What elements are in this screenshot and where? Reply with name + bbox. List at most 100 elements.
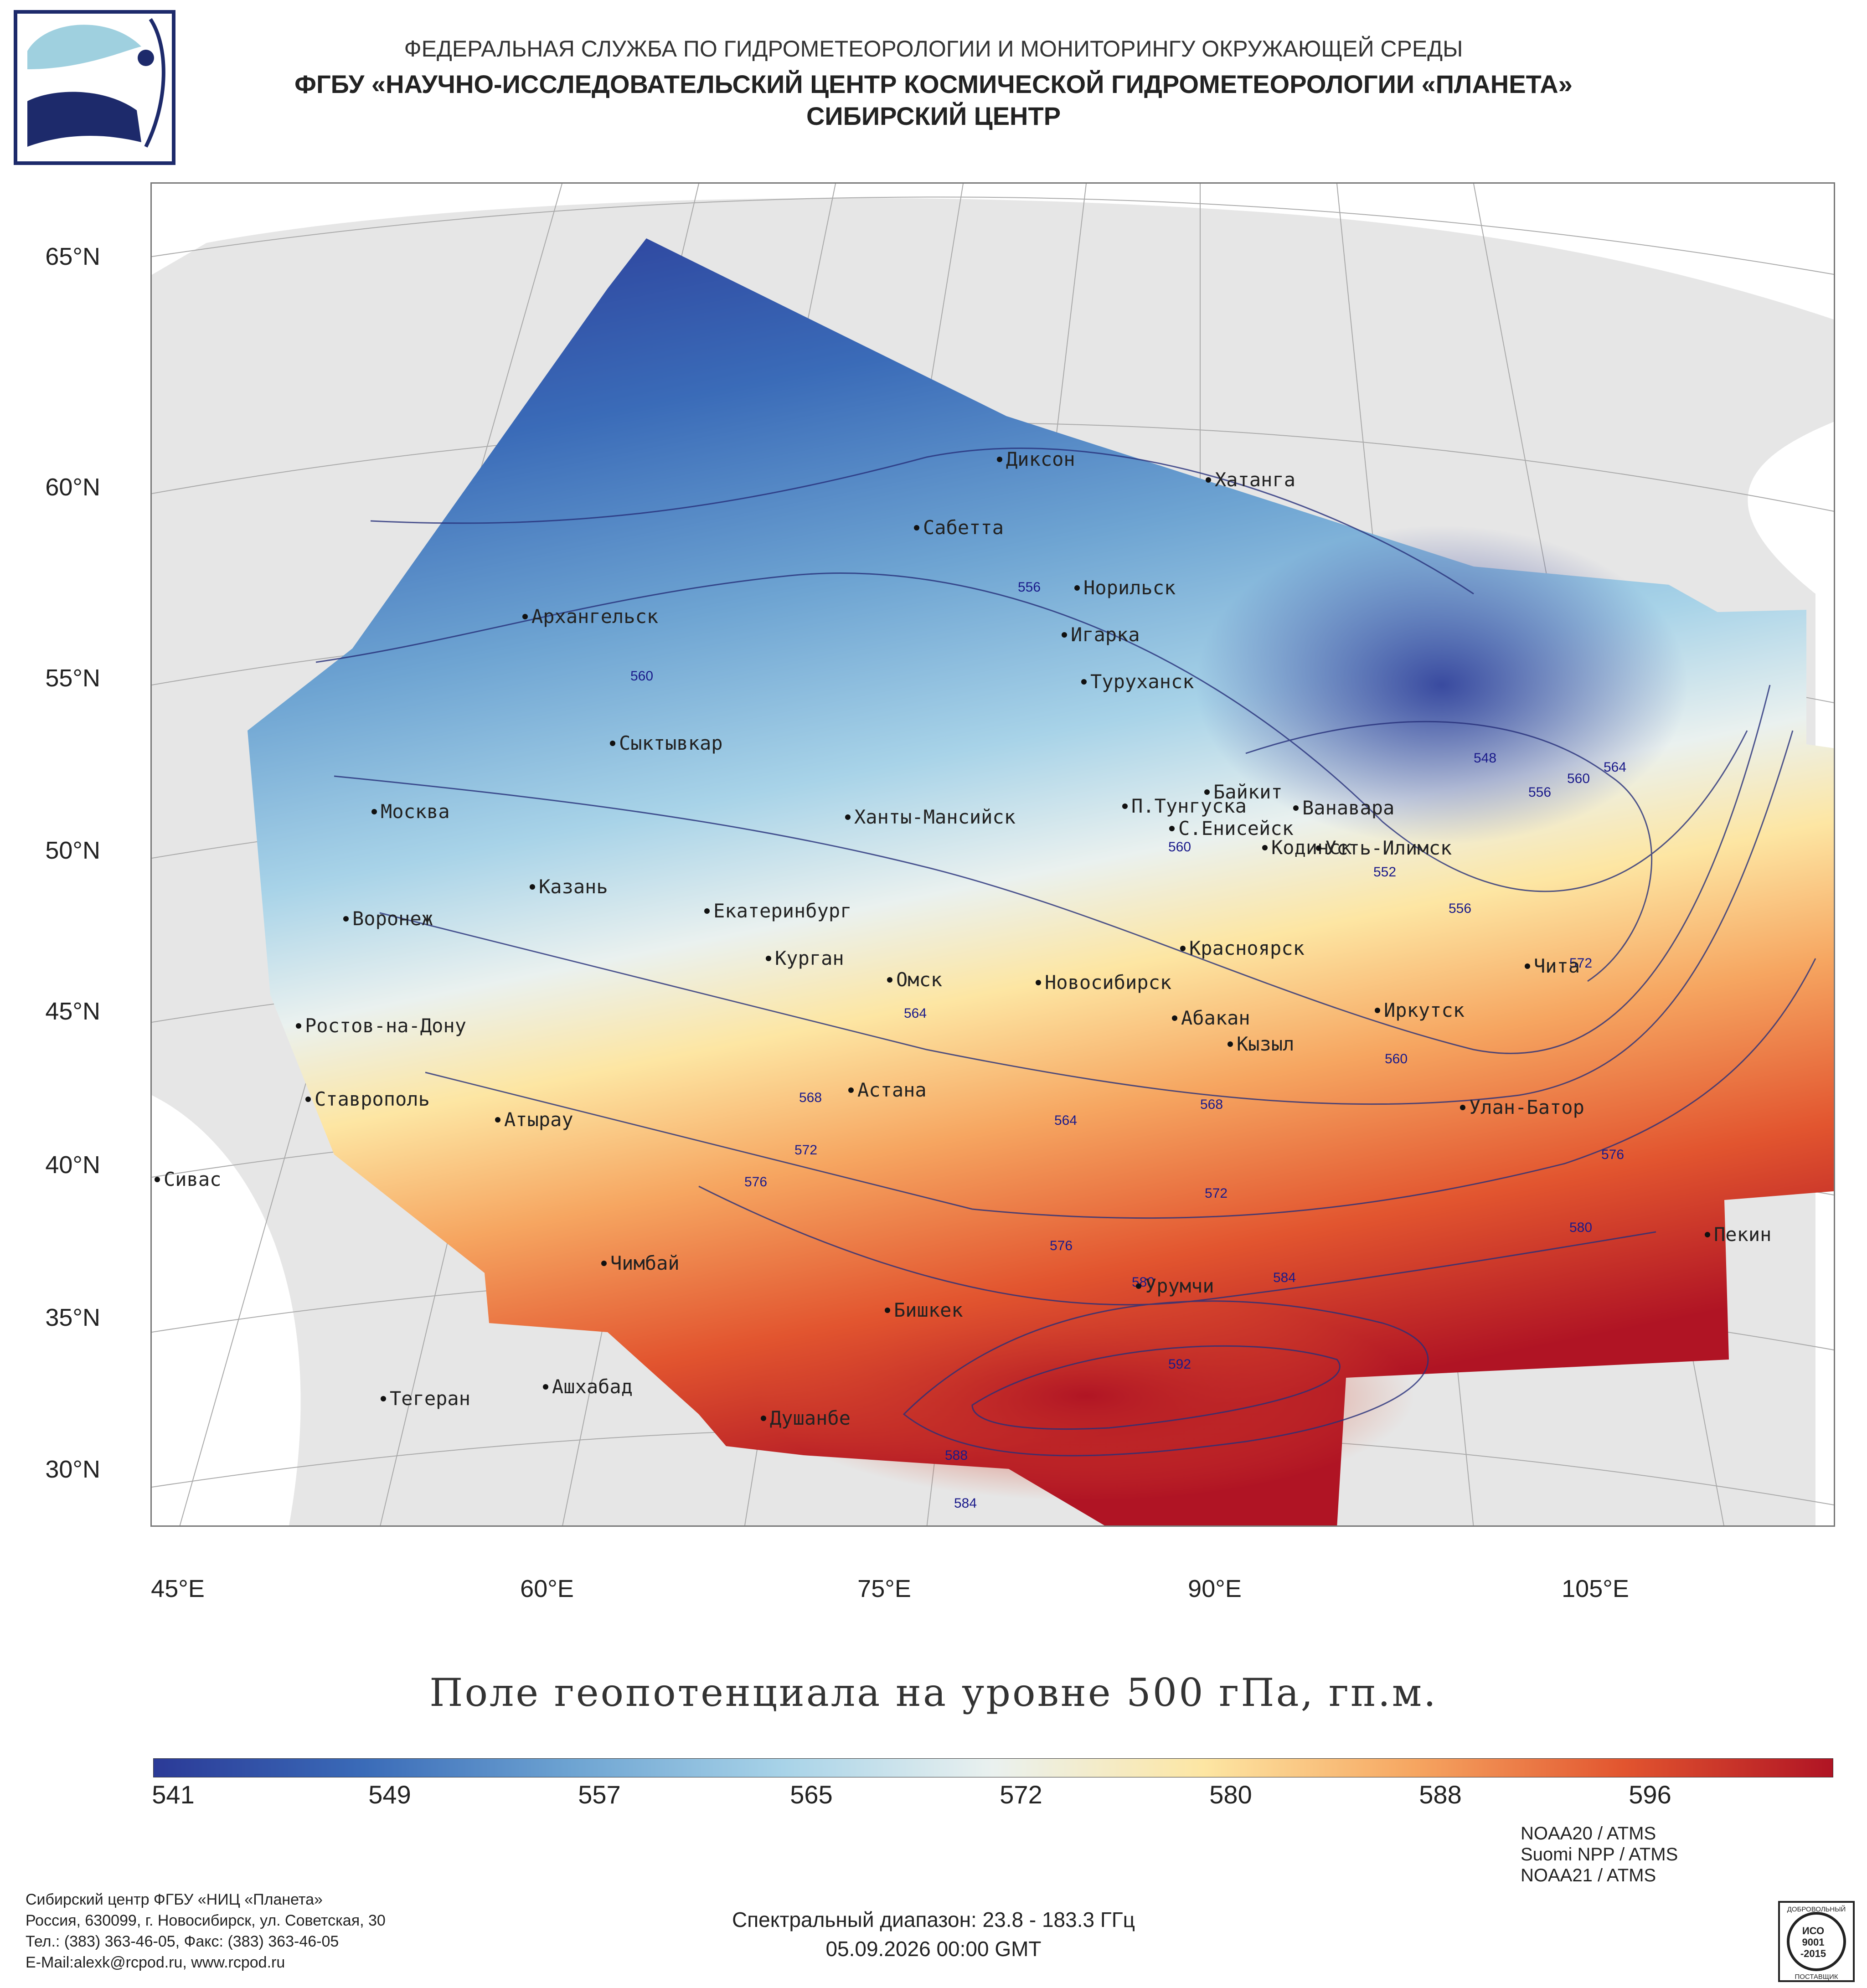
city-label: Норильск xyxy=(1083,577,1176,599)
city-label: Байкит xyxy=(1213,781,1283,803)
city-label: Ростов-на-Дону xyxy=(305,1015,466,1037)
city-marker xyxy=(1169,826,1175,831)
city-label: Игарка xyxy=(1071,623,1140,646)
header-center: СИБИРСКИЙ ЦЕНТР xyxy=(806,102,1061,130)
city-marker xyxy=(522,614,528,619)
city-label: Омск xyxy=(896,968,942,991)
lat-label-30: 30°N xyxy=(45,1456,100,1483)
city-markers: Диксон Хатанга Сабетта Норильск Игарка Туруха… xyxy=(155,448,1771,1429)
city-marker xyxy=(1122,803,1128,809)
colorbar-tick-580: 580 xyxy=(1209,1780,1252,1809)
city-label: Урумчи xyxy=(1145,1275,1214,1297)
city-marker xyxy=(1036,980,1041,985)
cert-num: 9001 xyxy=(1802,1936,1825,1948)
contact-phone: Тел.: (383) 363-46-05, Факс: (383) 363-4… xyxy=(26,1933,339,1950)
city-label: Туруханск xyxy=(1090,670,1194,693)
city-label: Диксон xyxy=(1006,448,1075,470)
colorbar-tick-541: 541 xyxy=(152,1780,195,1809)
city-label: Атырау xyxy=(504,1108,573,1131)
contour-label: 584 xyxy=(1273,1270,1296,1285)
city-marker xyxy=(495,1117,500,1123)
lat-label-50: 50°N xyxy=(45,837,100,864)
lat-label-35: 35°N xyxy=(45,1304,100,1331)
city-label: Екатеринбург xyxy=(713,900,851,922)
contour-label: 588 xyxy=(945,1448,968,1463)
city-marker xyxy=(1204,789,1210,795)
city-label: Пекин xyxy=(1714,1223,1771,1246)
hot-core xyxy=(758,1291,1414,1501)
city-label: Улан-Батор xyxy=(1469,1096,1584,1118)
lon-label-45: 45°E xyxy=(151,1575,205,1602)
city-marker xyxy=(761,1416,766,1421)
colorbar-tick-549: 549 xyxy=(368,1780,411,1809)
city-label: Воронеж xyxy=(352,907,433,930)
contour-label: 564 xyxy=(1604,760,1626,775)
city-label: Сыктывкар xyxy=(619,732,723,754)
city-marker xyxy=(1316,845,1321,851)
city-label: Кодинск xyxy=(1271,836,1352,859)
contour-label: 592 xyxy=(1168,1357,1191,1372)
colorbar-tick-596: 596 xyxy=(1629,1780,1671,1809)
isolines xyxy=(315,448,1816,1457)
contour-label: 572 xyxy=(1569,956,1592,971)
city-label: Чита xyxy=(1534,955,1580,977)
city-label: Бишкек xyxy=(894,1299,963,1321)
contour-label: 560 xyxy=(1168,839,1191,855)
colorbar-tick-557: 557 xyxy=(578,1780,621,1809)
lon-label-75: 75°E xyxy=(857,1575,911,1602)
contour-label: 556 xyxy=(1018,580,1041,595)
contour-label: 560 xyxy=(630,669,653,684)
contour-label: 556 xyxy=(1449,901,1471,916)
contact-org: Сибирский центр ФГБУ «НИЦ «Планета» xyxy=(26,1891,323,1908)
map-frame: 556 560 548 556 560 564 560 552 556 564 560 572 564 5… xyxy=(150,182,1835,1527)
contour-label: 560 xyxy=(1567,771,1590,786)
city-marker xyxy=(601,1261,607,1266)
spectral-range: Спектральный диапазон: 23.8 - 183.3 ГГц xyxy=(732,1908,1135,1931)
city-marker xyxy=(610,741,615,746)
city-label: Новосибирск xyxy=(1045,971,1171,994)
satellite-item: Suomi NPP / ATMS xyxy=(1521,1844,1678,1864)
city-marker xyxy=(155,1177,160,1182)
city-label: П.Тунгуска xyxy=(1131,795,1247,817)
contour-label: 576 xyxy=(744,1174,767,1190)
contour-label: 548 xyxy=(1474,751,1496,766)
city-marker xyxy=(381,1396,386,1401)
colorbar-tick-572: 572 xyxy=(1000,1780,1042,1809)
city-label: Казань xyxy=(539,876,608,898)
map-title: Поле геопотенциала на уровне 500 гПа, гп… xyxy=(429,1670,1438,1715)
city-label: Астана xyxy=(857,1079,927,1101)
city-marker xyxy=(1293,805,1299,811)
city-marker xyxy=(914,525,919,530)
city-marker xyxy=(1206,477,1211,483)
city-label: Ванавара xyxy=(1302,797,1394,819)
city-marker xyxy=(1180,946,1186,951)
city-marker xyxy=(530,884,535,890)
city-marker xyxy=(1081,679,1087,685)
arctic-ocean xyxy=(152,184,1834,319)
city-label: Москва xyxy=(381,800,450,823)
header-institute: ФГБУ «НАУЧНО-ИССЛЕДОВАТЕЛЬСКИЙ ЦЕНТР КОС… xyxy=(294,70,1573,98)
colorbar xyxy=(153,1758,1833,1777)
city-label: Ашхабад xyxy=(552,1375,633,1398)
city-label: Курган xyxy=(775,947,844,969)
cold-core xyxy=(1196,525,1688,845)
city-marker xyxy=(371,809,377,814)
city-label: Сивас xyxy=(164,1168,221,1190)
contour-label: 576 xyxy=(1601,1147,1624,1162)
city-marker xyxy=(1172,1015,1177,1021)
city-marker xyxy=(704,908,710,914)
spectral-info: Спектральный диапазон: 23.8 - 183.3 ГГц … xyxy=(0,1905,1867,1963)
city-label: Иркутск xyxy=(1384,999,1465,1021)
city-marker xyxy=(296,1023,301,1029)
satellite-item: NOAA21 / ATMS xyxy=(1521,1865,1656,1885)
city-marker xyxy=(305,1097,311,1102)
city-marker xyxy=(1136,1283,1141,1289)
city-label: Абакан xyxy=(1181,1007,1250,1029)
city-marker xyxy=(1062,632,1067,638)
satellite-list: NOAA20 / ATMS Suomi NPP / ATMS NOAA21 / … xyxy=(1521,1823,1678,1886)
city-marker xyxy=(845,814,851,820)
contour-label: 584 xyxy=(954,1496,977,1511)
city-label: Ханты-Мансийск xyxy=(854,806,1016,828)
cert-top: ДОБРОВОЛЬНЫЙ xyxy=(1787,1905,1846,1913)
lat-label-60: 60°N xyxy=(45,474,100,501)
